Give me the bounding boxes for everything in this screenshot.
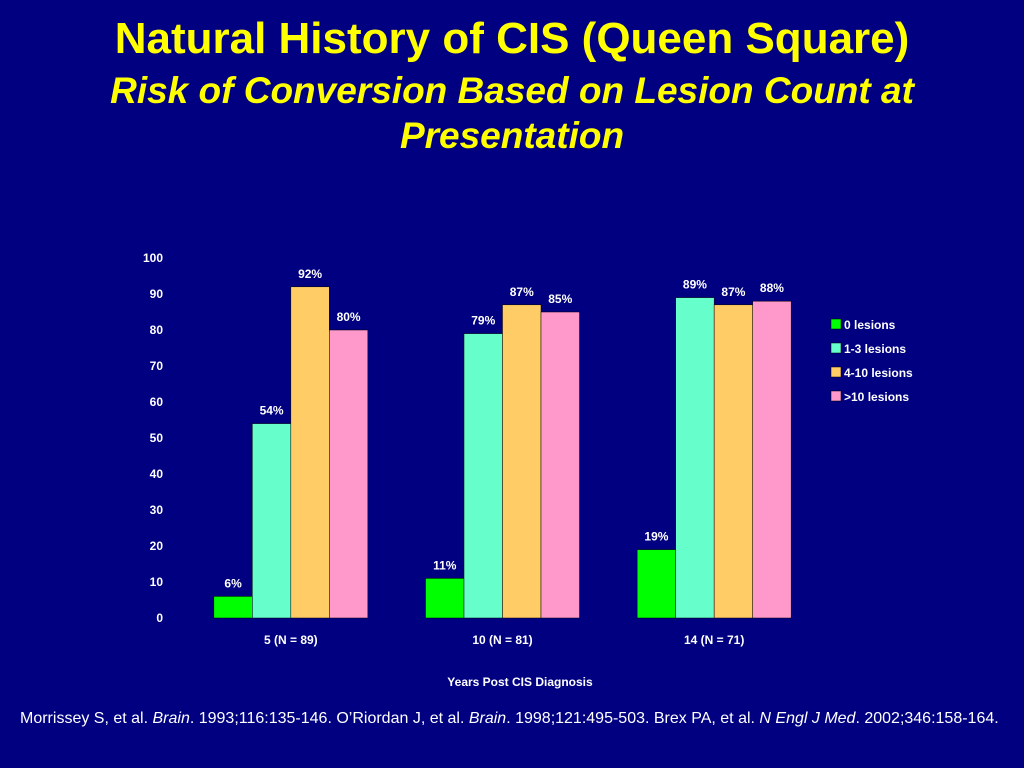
citation-journal-1: Brain [152, 710, 190, 727]
bar-4-10-lesions [713, 304, 753, 619]
bar-value-label: 11% [433, 558, 457, 572]
bar-value-label: 87% [721, 285, 745, 299]
bar-value-label: 89% [683, 278, 707, 292]
y-tick-label: 80 [150, 323, 164, 337]
bar-0-lesions [213, 596, 253, 619]
bar-value-label: 6% [224, 576, 242, 590]
title-block: Natural History of CIS (Queen Square) Ri… [0, 14, 1024, 158]
y-tick-label: 60 [150, 395, 164, 409]
y-tick-label: 0 [156, 611, 163, 625]
citation: Morrissey S, et al. Brain. 1993;116:135-… [20, 709, 1010, 729]
y-tick-label: 100 [143, 251, 163, 265]
bar--10-lesions [752, 300, 792, 619]
legend-label: >10 lesions [844, 390, 909, 404]
citation-text-2: . 1993;116:135-146. O’Riordan J, et al. [189, 710, 469, 727]
legend-label: 0 lesions [844, 318, 896, 332]
bar-1-3-lesions [463, 333, 503, 619]
legend-swatch [830, 318, 842, 330]
bar--10-lesions [329, 329, 369, 619]
y-tick-label: 40 [150, 467, 164, 481]
citation-text-1: Morrissey S, et al. [20, 710, 153, 727]
citation-journal-2: Brain [468, 710, 507, 727]
bar-1-3-lesions [252, 423, 292, 619]
x-category-label: 14 (N = 71) [684, 633, 744, 647]
x-category-label: 5 (N = 89) [264, 633, 318, 647]
bar-chart: 0 10 20 30 40 50 60 70 80 90 100 6% 54% 92% 80% 5 (N = … [143, 251, 913, 689]
y-tick-label: 10 [150, 575, 164, 589]
bar-1-3-lesions [675, 297, 715, 619]
bar-4-10-lesions [502, 304, 542, 619]
bar-value-label: 80% [337, 310, 361, 324]
citation-journal-3: N Engl J Med [759, 710, 856, 727]
y-tick-label: 30 [150, 503, 164, 517]
bar-value-label: 85% [548, 292, 572, 306]
legend-swatch [830, 390, 842, 402]
x-axis-title: Years Post CIS Diagnosis [447, 675, 593, 689]
legend-label: 1-3 lesions [844, 342, 906, 356]
legend-label: 4-10 lesions [844, 366, 913, 380]
x-category-label: 10 (N = 81) [472, 633, 532, 647]
bar-value-label: 87% [510, 285, 534, 299]
y-tick-label: 90 [150, 287, 164, 301]
citation-text-4: . 2002;346:158-164. [855, 710, 999, 727]
legend-swatch [830, 366, 842, 378]
bar-value-label: 79% [471, 314, 495, 328]
bar-value-label: 92% [298, 267, 322, 281]
bar-0-lesions [636, 549, 676, 619]
y-tick-label: 70 [150, 359, 164, 373]
legend-swatch [830, 342, 842, 354]
bar--10-lesions [540, 311, 580, 619]
bar-0-lesions [425, 578, 465, 619]
citation-text-3: . 1998;121:495-503. Brex PA, et al. [506, 710, 760, 727]
bar-value-label: 88% [760, 281, 784, 295]
bar-value-label: 19% [644, 530, 668, 544]
y-tick-label: 50 [150, 431, 164, 445]
y-tick-label: 20 [150, 539, 164, 553]
bar-value-label: 54% [260, 404, 284, 418]
slide-subtitle: Risk of Conversion Based on Lesion Count… [110, 70, 914, 156]
bar-4-10-lesions [290, 286, 330, 619]
slide-title: Natural History of CIS (Queen Square) [114, 14, 910, 63]
